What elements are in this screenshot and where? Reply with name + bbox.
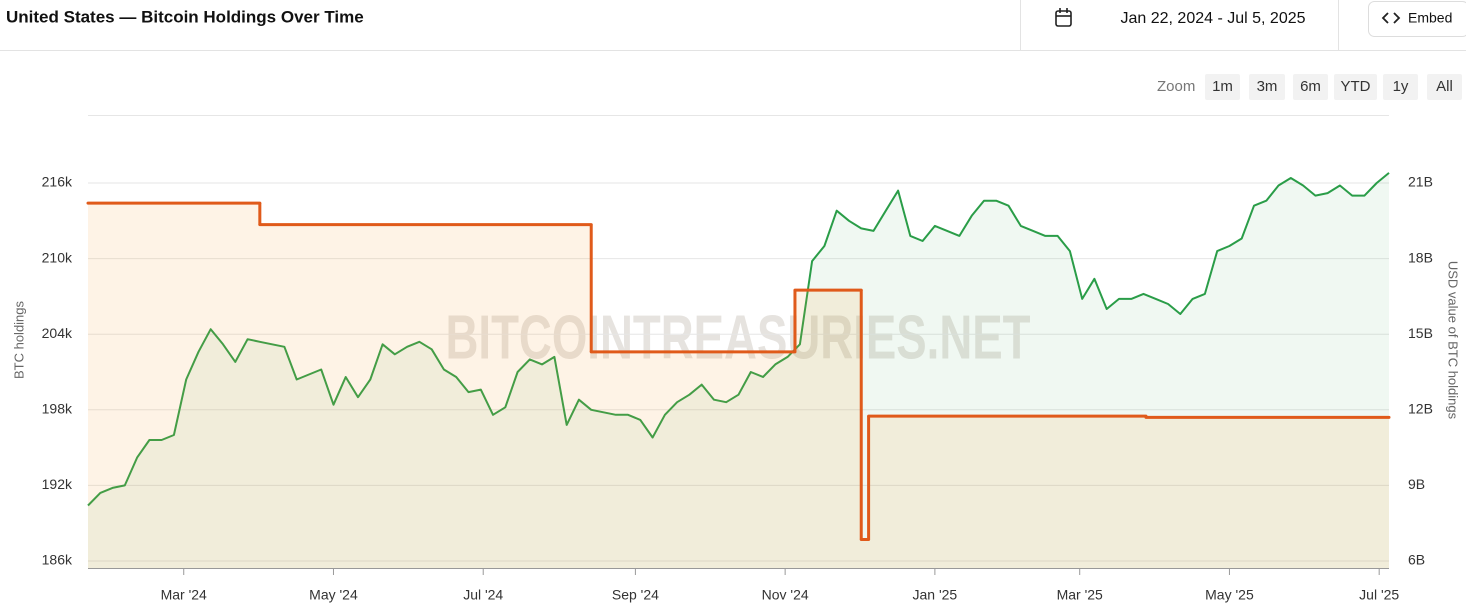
zoom-button-label[interactable]: 1m (1212, 78, 1233, 95)
zoom-button-label[interactable]: All (1436, 78, 1453, 95)
zoom-button[interactable]: 1m (1205, 74, 1240, 100)
y-tick-label: 186k (42, 552, 73, 568)
y-tick-label: 204k (42, 325, 73, 341)
x-tick-label: Jul '24 (463, 587, 503, 603)
zoom-button[interactable]: 6m (1293, 74, 1328, 100)
date-range[interactable]: Jan 22, 2024 - Jul 5, 2025 (1120, 10, 1305, 27)
y-tick-label: 216k (42, 174, 73, 190)
embed-button[interactable]: Embed (1369, 2, 1466, 37)
zoom-button-label[interactable]: 1y (1393, 78, 1409, 95)
y-tick-label: 192k (42, 476, 73, 492)
zoom-button[interactable]: 3m (1249, 74, 1285, 100)
y2-axis-title: USD value of BTC holdings (1446, 261, 1461, 420)
zoom-label: Zoom (1157, 78, 1195, 95)
x-tick-label: May '25 (1205, 587, 1254, 603)
x-tick-label: Jul '25 (1359, 587, 1399, 603)
x-tick-label: Mar '25 (1057, 587, 1103, 603)
embed-label[interactable]: Embed (1408, 10, 1452, 26)
zoom-button-label[interactable]: 6m (1300, 78, 1321, 95)
chart-title: United States — Bitcoin Holdings Over Ti… (6, 7, 364, 26)
y2-tick-label: 9B (1408, 476, 1425, 492)
y-axis-title: BTC holdings (11, 300, 26, 379)
y2-tick-label: 21B (1408, 174, 1433, 190)
zoom-button-label[interactable]: 3m (1257, 78, 1278, 95)
x-tick-label: May '24 (309, 587, 358, 603)
zoom-button-label[interactable]: YTD (1341, 78, 1371, 95)
zoom-button[interactable]: YTD (1334, 74, 1377, 100)
y-tick-label: 198k (42, 400, 73, 416)
zoom-button[interactable]: All (1427, 74, 1462, 100)
y2-tick-label: 6B (1408, 552, 1425, 568)
y2-tick-label: 12B (1408, 400, 1433, 416)
zoom-button[interactable]: 1y (1383, 74, 1418, 100)
y-tick-label: 210k (42, 249, 73, 265)
x-tick-label: Nov '24 (762, 587, 809, 603)
x-tick-label: Sep '24 (612, 587, 659, 603)
x-tick-label: Jan '25 (913, 587, 958, 603)
y2-tick-label: 18B (1408, 249, 1433, 265)
y2-tick-label: 15B (1408, 325, 1433, 341)
x-tick-label: Mar '24 (161, 587, 207, 603)
